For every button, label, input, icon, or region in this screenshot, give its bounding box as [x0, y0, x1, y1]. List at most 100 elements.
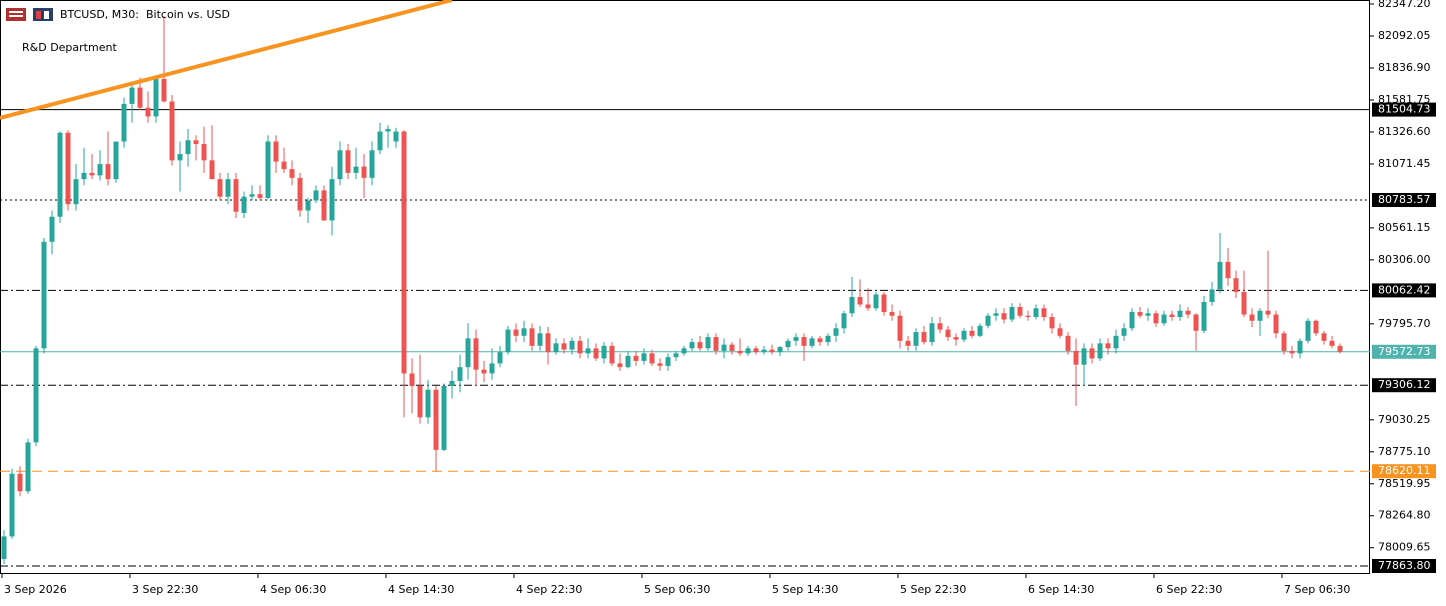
candle-body [961, 330, 967, 340]
candle-body [929, 323, 935, 343]
axes: 82347.2082092.0581836.9081581.7581326.60… [1, 0, 1436, 596]
candle-body [73, 179, 79, 205]
candle-body [201, 144, 207, 161]
candle-body [105, 164, 111, 180]
candle-body [1121, 328, 1127, 336]
icon-menu[interactable] [6, 8, 26, 21]
candle-body [33, 348, 39, 443]
candle-body [1209, 289, 1215, 302]
candle-body [401, 131, 407, 374]
candle-body [985, 315, 991, 326]
annotation: R&D Department [22, 41, 117, 54]
candle-body [1105, 343, 1111, 349]
candle-body [705, 337, 711, 349]
candle-body [497, 352, 503, 364]
candle-body [289, 169, 295, 178]
candle-body [1057, 328, 1063, 336]
candle-body [129, 87, 135, 104]
candle-body [633, 355, 639, 361]
candle-body [321, 190, 327, 221]
chart-title: BTCUSD, M30: Bitcoin vs. USD [60, 8, 230, 21]
x-tick-label: 5 Sep 14:30 [772, 583, 838, 596]
candle-body [25, 442, 31, 492]
candle-body [1265, 310, 1271, 315]
y-tick-label: 81326.60 [1378, 125, 1431, 138]
candle-body [145, 107, 151, 117]
candle-body [1249, 314, 1255, 321]
x-tick-label: 4 Sep 06:30 [260, 583, 326, 596]
candle-body [577, 340, 583, 354]
candle-body [809, 338, 815, 346]
candle-body [1089, 348, 1095, 359]
candle-body [777, 347, 783, 353]
candle-body [969, 330, 975, 336]
trend-line [0, 0, 453, 120]
candle-body [1217, 261, 1223, 290]
candle-body [641, 353, 647, 361]
y-tick-label: 82347.20 [1378, 0, 1431, 10]
candle-body [457, 367, 463, 381]
candle-body [769, 349, 775, 353]
x-tick-label: 4 Sep 14:30 [388, 583, 454, 596]
candle-body [281, 161, 287, 170]
candle-body [1001, 313, 1007, 320]
candle-body [329, 179, 335, 221]
candle-body [313, 190, 319, 201]
candle-body [945, 329, 951, 338]
icon-detail [36, 11, 41, 19]
y-tick-label: 79030.25 [1378, 413, 1431, 426]
candle-body [1185, 310, 1191, 315]
candle-body [561, 343, 567, 350]
candle-body [1041, 308, 1047, 318]
y-tick-label: 81071.45 [1378, 157, 1431, 170]
level-label: 80062.42 [1378, 283, 1431, 296]
candle-body [673, 353, 679, 358]
candle-body [889, 312, 895, 316]
x-tick-label: 5 Sep 06:30 [644, 583, 710, 596]
candle-body [1065, 335, 1071, 351]
candle-body [17, 473, 23, 492]
candle-body [1081, 348, 1087, 365]
candle-body [297, 177, 303, 211]
candle-body [225, 179, 231, 197]
level-label-box [1372, 193, 1436, 208]
candle-body [257, 194, 263, 198]
candle-body [681, 348, 687, 354]
candle-body [841, 313, 847, 329]
candle-body [609, 345, 615, 364]
x-tick-label: 6 Sep 14:30 [1028, 583, 1094, 596]
candle-body [9, 473, 15, 537]
candle-body [1033, 308, 1039, 318]
candle-body [377, 131, 383, 151]
candle-body [209, 160, 215, 180]
candle-body [393, 131, 399, 142]
candle-body [897, 315, 903, 341]
candle-body [801, 337, 807, 346]
candle-body [41, 241, 47, 349]
candle-body [417, 385, 423, 418]
y-tick-label: 78009.65 [1378, 541, 1431, 554]
candle-body [161, 78, 167, 102]
candle-body [529, 328, 535, 346]
candle-body [553, 343, 559, 353]
y-tick-label: 82092.05 [1378, 29, 1431, 42]
candle-body [473, 338, 479, 370]
candle-body [369, 150, 375, 178]
candle-body [833, 328, 839, 336]
level-label: 80783.57 [1378, 193, 1431, 206]
candle-body [713, 337, 719, 351]
candle-body [793, 337, 799, 341]
candle-body [849, 296, 855, 314]
candle-body [433, 389, 439, 450]
candle-body [153, 78, 159, 117]
candle-body [273, 141, 279, 162]
candle-body [521, 328, 527, 336]
candle-body [689, 342, 695, 349]
candle-body [1113, 335, 1119, 349]
candle-body [785, 340, 791, 348]
candle-body [537, 333, 543, 346]
candle-body [121, 103, 127, 142]
y-tick-label: 78775.10 [1378, 445, 1431, 458]
candle-body [1225, 261, 1231, 279]
candle-body [881, 294, 887, 313]
